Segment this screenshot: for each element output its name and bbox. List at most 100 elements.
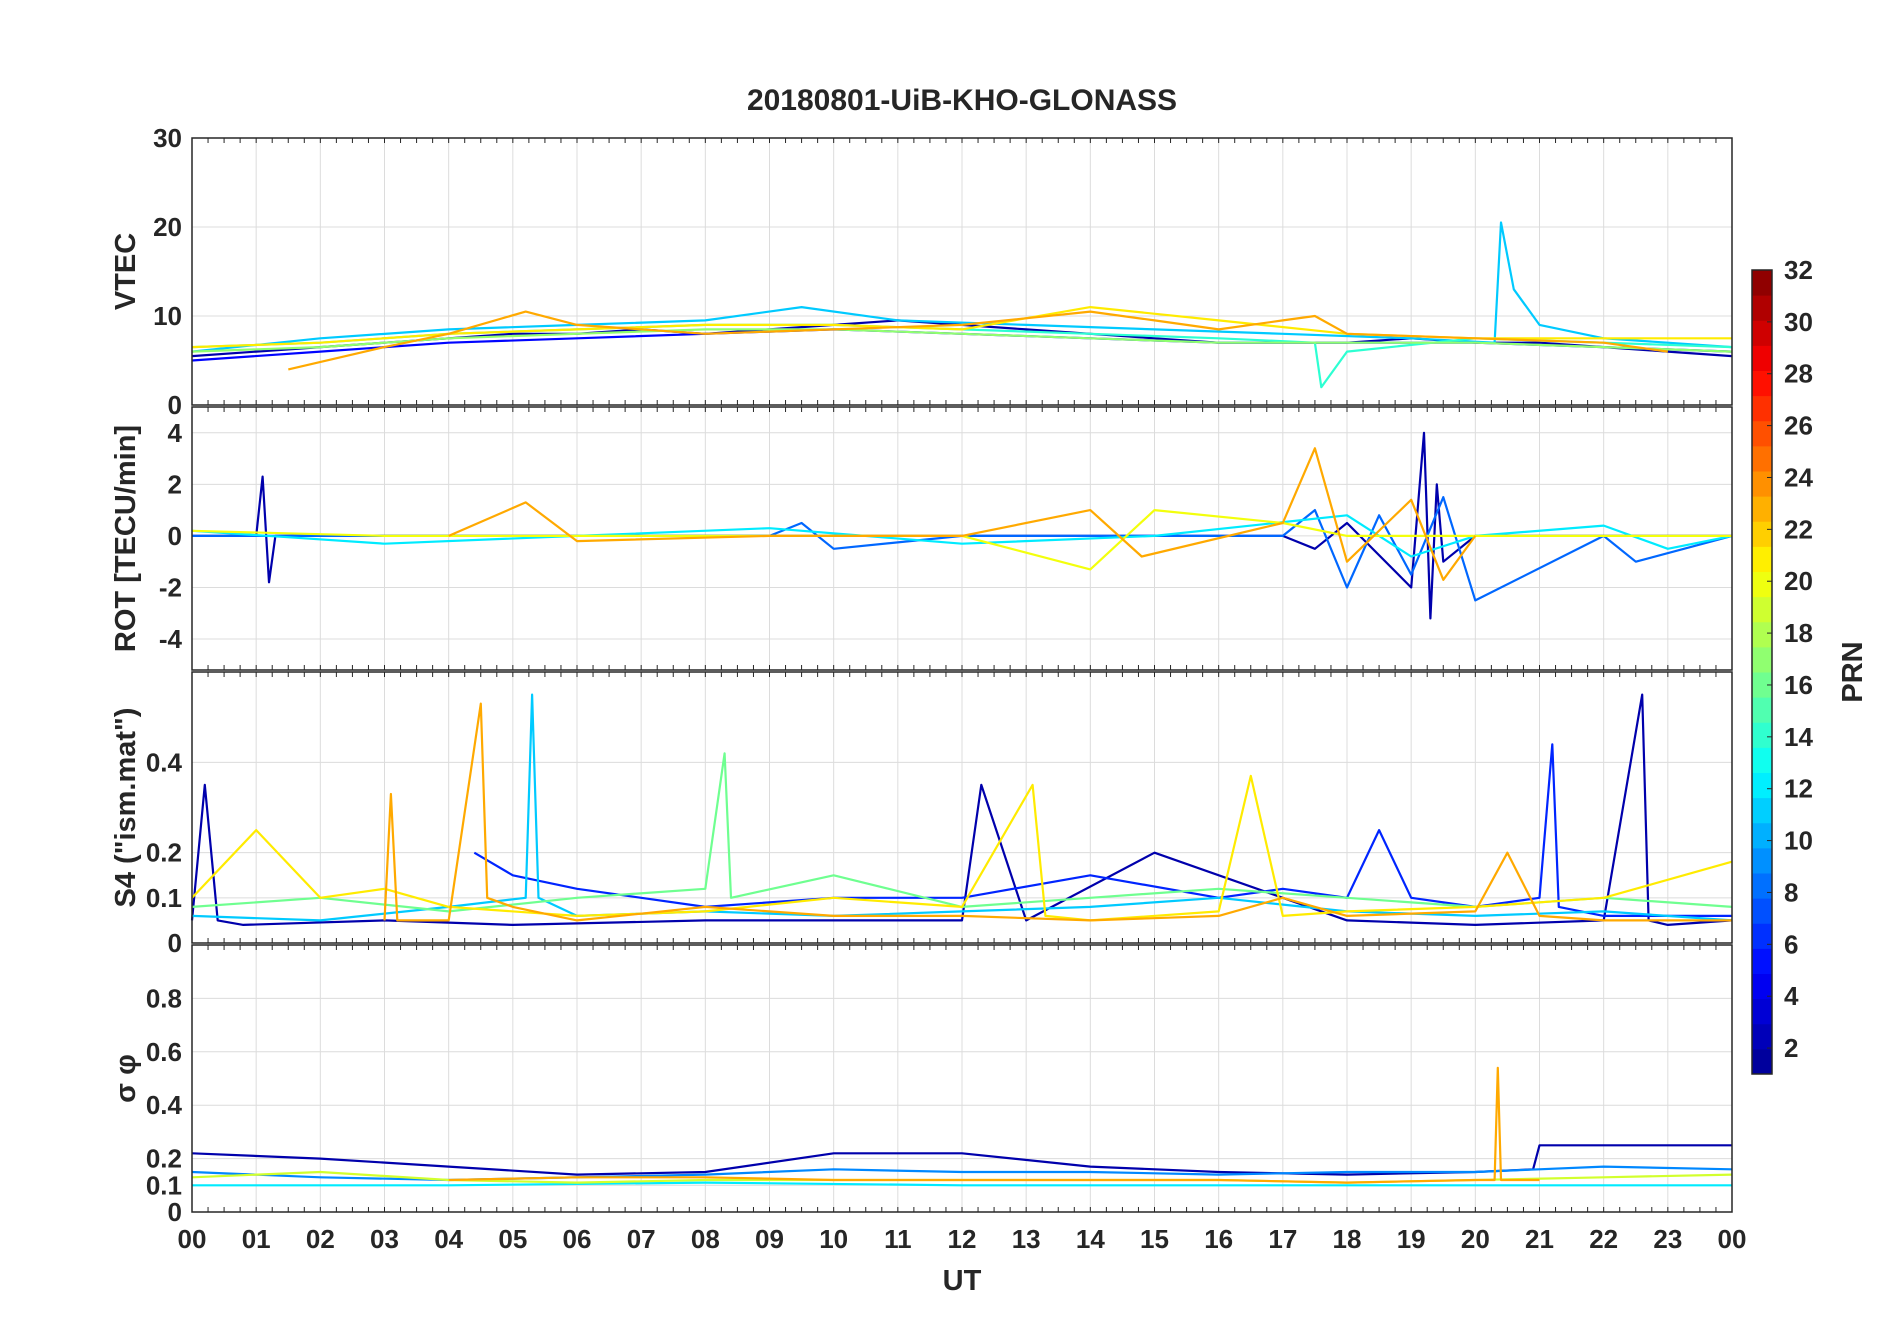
- x-tick-label: 16: [1204, 1224, 1233, 1254]
- y-tick-label: 0.2: [146, 1144, 182, 1174]
- y-tick-label: 0.4: [146, 747, 183, 777]
- y-tick-label: 0: [168, 521, 182, 551]
- chart-title: 20180801-UiB-KHO-GLONASS: [747, 84, 1177, 117]
- colorbar-tick-label: 2: [1784, 1033, 1798, 1063]
- y-tick-label: 0: [168, 390, 182, 420]
- y-tick-label: 0.4: [146, 1090, 183, 1120]
- series-prn-12: [192, 1181, 1732, 1187]
- colorbar-segment: [1752, 1048, 1772, 1075]
- x-tick-label: 18: [1333, 1224, 1362, 1254]
- panel-2: -4 -2 0 2 4 ROT [TECU/min]: [110, 406, 1733, 671]
- colorbar-segment: [1752, 621, 1772, 648]
- colorbar-frame: [1751, 269, 1773, 1075]
- colorbar-segment: [1752, 596, 1772, 623]
- colorbar-segment: [1752, 873, 1772, 899]
- colorbar-segment: [1752, 295, 1772, 321]
- colorbar-tick-label: 12: [1784, 774, 1813, 804]
- x-tick-label: 15: [1140, 1224, 1169, 1254]
- series-prn-2: [191, 1144, 1732, 1176]
- x-tick-label: 21: [1525, 1224, 1554, 1254]
- x-tick-label: 08: [691, 1224, 720, 1254]
- colorbar-tick-label: 14: [1784, 722, 1813, 752]
- y-tick-label: 0.2: [146, 838, 182, 868]
- colorbar-segment: [1752, 747, 1772, 773]
- colorbar-tick-label: 6: [1784, 929, 1798, 959]
- x-tick-label: 11: [884, 1224, 912, 1254]
- colorbar-tick-label: 24: [1784, 462, 1813, 492]
- series-prn-11: [191, 221, 1733, 353]
- colorbar-segment: [1752, 496, 1772, 522]
- colorbar-segment: [1752, 521, 1772, 547]
- series-prn-2: [190, 693, 1733, 927]
- panel-3: 0 0.1 0.2 0.4S4 ("ism.mat"): [110, 671, 1733, 958]
- x-tick-label: 05: [498, 1224, 527, 1254]
- series-prn-6: [473, 743, 1732, 918]
- colorbar-label: PRN: [1837, 641, 1869, 702]
- y-tick-label: 0.1: [146, 883, 182, 913]
- y-tick-label: 10: [153, 301, 182, 331]
- x-tick-label: 23: [1653, 1224, 1682, 1254]
- colorbar-segment: [1752, 822, 1772, 849]
- colorbar-tick-label: 32: [1784, 255, 1813, 285]
- colorbar-segment: [1752, 923, 1772, 949]
- y-tick-label: 0: [168, 1197, 182, 1227]
- colorbar-tick-label: 4: [1784, 981, 1799, 1011]
- colorbar-tick-label: 20: [1784, 566, 1813, 596]
- x-tick-label: 14: [1076, 1224, 1105, 1254]
- y-tick-label: -4: [159, 624, 183, 654]
- x-tick-label: 19: [1397, 1224, 1426, 1254]
- x-tick-label: 12: [948, 1224, 977, 1254]
- series-prn-23: [448, 1066, 1540, 1184]
- series-prn-21: [191, 774, 1733, 922]
- x-tick-label: 22: [1589, 1224, 1618, 1254]
- colorbar-segment: [1752, 697, 1772, 723]
- colorbar-tick-label: 10: [1784, 826, 1813, 856]
- colorbar-tick-label: 16: [1784, 670, 1813, 700]
- colorbar-tick-label: 18: [1784, 618, 1813, 648]
- y-tick-label: 0: [168, 928, 182, 958]
- series-prn-17: [191, 328, 1733, 353]
- colorbar-segment: [1752, 445, 1772, 472]
- colorbar-tick-label: 30: [1784, 307, 1813, 337]
- series-prn-23: [448, 447, 1477, 581]
- x-tick-label: 20: [1461, 1224, 1490, 1254]
- colorbar-segment: [1752, 270, 1772, 296]
- colorbar-segment: [1752, 345, 1772, 371]
- y-axis-label-1: VTEC: [110, 233, 142, 310]
- y-tick-label: 4: [168, 418, 183, 448]
- series-prn-16: [191, 752, 1733, 913]
- x-tick-label: 06: [563, 1224, 592, 1254]
- colorbar-tick-label: 28: [1784, 359, 1813, 389]
- colorbar-segment: [1752, 797, 1772, 824]
- panel-1: 0 10 20 30 VTEC: [110, 123, 1733, 420]
- colorbar-tick-label: 22: [1784, 514, 1813, 544]
- colorbar-segment: [1752, 571, 1772, 598]
- colorbar-segment: [1752, 973, 1772, 1000]
- colorbar-segment: [1752, 772, 1772, 799]
- colorbar-segment: [1752, 370, 1772, 397]
- series-prn-23: [288, 310, 1668, 371]
- colorbar-segment: [1752, 847, 1772, 874]
- colorbar-segment: [1752, 395, 1772, 422]
- y-axis-label-4: σ φ: [110, 1054, 142, 1103]
- colorbar-segment: [1752, 722, 1772, 748]
- y-tick-label: 0.1: [146, 1170, 182, 1200]
- panel-4: 00.10.2 0.4 0.6 0.8 σ φ: [110, 944, 1733, 1227]
- colorbar-tick-label: 8: [1784, 877, 1798, 907]
- y-tick-label: 0.8: [146, 983, 182, 1013]
- y-tick-label: 0.6: [146, 1037, 182, 1067]
- x-tick-label: 03: [370, 1224, 399, 1254]
- x-tick-label: 13: [1012, 1224, 1041, 1254]
- colorbar-segment: [1752, 471, 1772, 497]
- y-tick-label: 30: [153, 123, 182, 153]
- x-tick-label: 04: [434, 1224, 463, 1254]
- colorbar-segment: [1752, 998, 1772, 1025]
- colorbar-segment: [1752, 646, 1772, 673]
- colorbar-segment: [1752, 320, 1772, 346]
- colorbar-segment: [1752, 898, 1772, 924]
- x-tick-label: 17: [1268, 1224, 1297, 1254]
- colorbar-segment: [1752, 546, 1772, 572]
- colorbar-tick-label: 26: [1784, 411, 1813, 441]
